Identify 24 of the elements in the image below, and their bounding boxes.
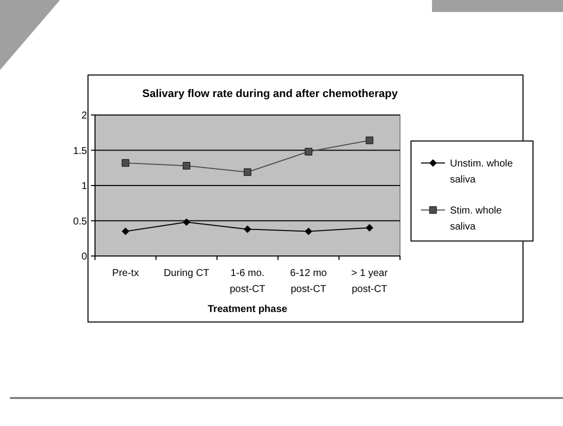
point: [182, 162, 190, 170]
point: [244, 168, 252, 176]
legend-label: Stim. whole saliva: [450, 206, 502, 232]
legend-label: Unstim. whole saliva: [450, 158, 514, 186]
x-tick-label: > 1 year post-CT: [351, 268, 388, 295]
point: [182, 218, 190, 226]
x-axis-title: Treatment phase: [208, 304, 288, 315]
y-tick-label: 1.5: [73, 146, 88, 157]
point: [122, 228, 130, 236]
y-tick-label: 0: [81, 252, 88, 262]
y-tick-label: 2: [81, 110, 88, 122]
y-tick-label: 1: [81, 181, 88, 192]
chart-title: Salivary flow rate during and after chemotherapy: [142, 88, 399, 100]
point: [244, 225, 252, 233]
point: [304, 148, 312, 156]
point: [304, 228, 312, 236]
point: [366, 136, 374, 144]
x-tick-label: 6-12 mo post-CT: [290, 268, 328, 295]
x-tick-label: Pre-tx: [112, 268, 139, 279]
x-tick-label: 1-6 mo. post-CT: [230, 268, 266, 295]
x-tick-label: During CT: [164, 268, 210, 279]
point: [122, 159, 130, 167]
point: [366, 224, 374, 232]
y-tick-label: 0.5: [73, 216, 88, 228]
